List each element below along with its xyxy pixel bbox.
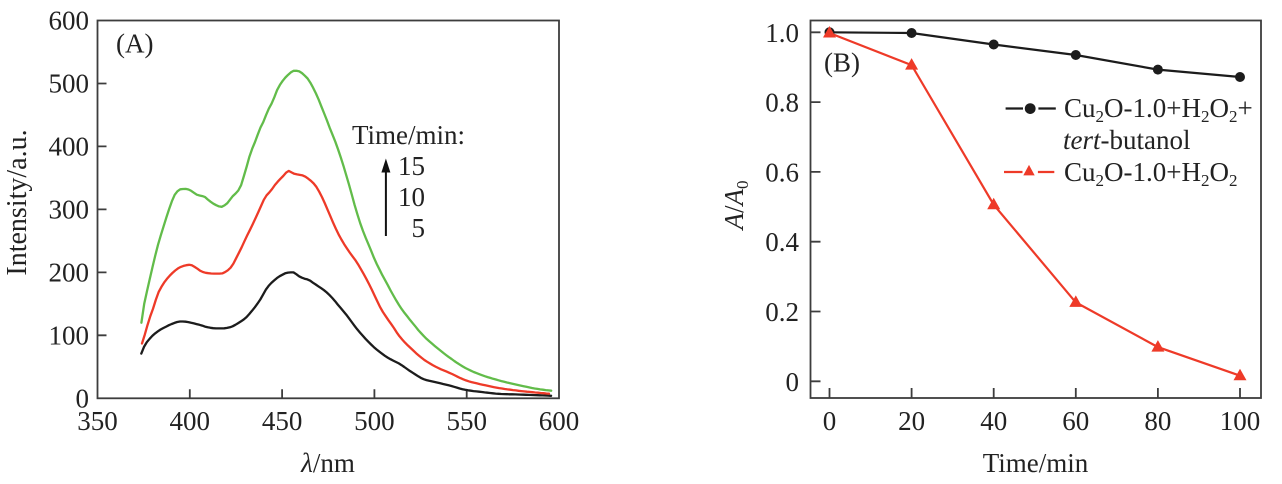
svg-text:450: 450 [262,406,303,436]
svg-text:0: 0 [786,367,800,397]
svg-text:Time/min: Time/min [983,448,1089,478]
svg-text:1.0: 1.0 [765,18,799,48]
svg-text:5: 5 [412,213,426,243]
svg-text:0.8: 0.8 [765,88,799,118]
svg-text:60: 60 [1062,406,1089,436]
svg-text:15: 15 [398,151,425,181]
svg-text:550: 550 [446,406,487,436]
svg-text:100: 100 [49,321,90,351]
svg-text:(B): (B) [824,48,860,78]
svg-text:10: 10 [398,182,425,212]
svg-text:Time/min:: Time/min: [352,120,465,150]
svg-text:Cu2O-1.0+H2O2+: Cu2O-1.0+H2O2+ [1064,93,1253,126]
svg-text:40: 40 [980,406,1007,436]
svg-text:80: 80 [1144,406,1171,436]
svg-text:0: 0 [76,384,90,414]
svg-text:λ/nm: λ/nm [300,448,355,478]
svg-text:Intensity/a.u.: Intensity/a.u. [2,129,33,275]
svg-text:400: 400 [170,406,211,436]
svg-text:500: 500 [354,406,395,436]
svg-text:200: 200 [49,258,90,288]
svg-text:600: 600 [49,6,90,36]
svg-text:600: 600 [539,406,580,436]
svg-text:Cu2O-1.0+H2O2: Cu2O-1.0+H2O2 [1064,157,1237,190]
svg-text:(A): (A) [116,29,153,59]
svg-text:100: 100 [1220,406,1261,436]
svg-text:0.2: 0.2 [765,297,799,327]
svg-text:300: 300 [49,195,90,225]
svg-text:350: 350 [77,406,118,436]
svg-text:0: 0 [823,406,837,436]
svg-text:0.4: 0.4 [765,227,799,257]
svg-text:400: 400 [49,132,90,162]
svg-text:500: 500 [49,69,90,99]
svg-text:0.6: 0.6 [765,157,799,187]
svg-text:tert-butanol: tert-butanol [1063,125,1190,155]
svg-text:20: 20 [898,406,925,436]
svg-text:A/A0: A/A0 [719,180,752,231]
